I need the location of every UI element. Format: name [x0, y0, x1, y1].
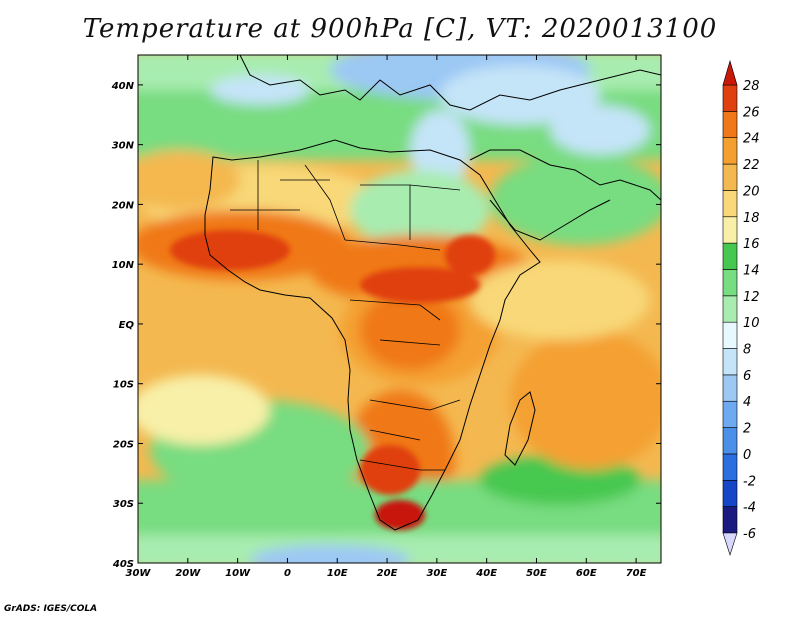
colorbar-segment	[722, 269, 738, 297]
colorbar-segment	[722, 348, 738, 376]
colorbar-segment	[722, 479, 738, 507]
colorbar-segment	[722, 400, 738, 428]
colorbar-label: 24	[743, 132, 760, 147]
lon-label: 20W	[175, 568, 201, 579]
lat-label: 20N	[112, 200, 135, 211]
colorbar-label: 10	[743, 316, 760, 331]
colorbar-segment	[722, 295, 738, 323]
lat-label: EQ	[119, 320, 135, 331]
lat-label: 30S	[113, 499, 134, 510]
lon-label: 20E	[377, 568, 398, 579]
colorbar-label: 20	[743, 184, 760, 199]
lon-label: 30W	[126, 568, 152, 579]
colorbar-segment	[722, 84, 738, 112]
colorbar-label: 14	[743, 263, 760, 278]
colorbar-segment	[722, 137, 738, 165]
map-title: Temperature at 900hPa [C], VT: 202001310…	[82, 14, 718, 44]
colorbar-segment	[722, 111, 738, 139]
colorbar-label: 26	[743, 105, 760, 120]
colorbar-segment	[722, 321, 738, 349]
longitude-axis: 30W 20W 10W 0 10E 20E 30E 40E 50E 60E 70E	[126, 55, 647, 579]
lat-label: 30N	[112, 141, 135, 152]
grads-credit: GrADS: IGES/COLA	[4, 604, 98, 614]
colorbar-segment	[722, 427, 738, 455]
map-frame	[137, 54, 662, 564]
lat-label: 40S	[112, 559, 134, 570]
colorbar-segment	[722, 453, 738, 481]
europe-asia-coastline	[239, 55, 661, 111]
colorbar-segment	[722, 242, 738, 270]
colorbar-segment	[722, 506, 738, 534]
lat-label: 20S	[113, 439, 134, 450]
lon-label: 40E	[475, 568, 497, 579]
temperature-field	[138, 55, 661, 563]
colorbar-label: -2	[743, 474, 756, 489]
lat-label: 40N	[111, 81, 135, 92]
colorbar-segment	[722, 374, 738, 402]
colorbar-label: 2	[743, 422, 751, 437]
colorbar-label: 28	[743, 79, 760, 94]
colorbar-label: 0	[743, 448, 751, 463]
lon-label: 10E	[327, 568, 348, 579]
lat-label: 10S	[113, 380, 134, 391]
lon-label: 50E	[526, 568, 547, 579]
colorbar-label: 12	[743, 290, 760, 305]
latitude-axis: 40N 30N 20N 10N EQ 10S 20S 30S 40S	[111, 81, 661, 570]
lat-label: 10N	[112, 260, 135, 271]
madagascar-coastline	[504, 391, 536, 466]
lon-label: 30E	[426, 568, 447, 579]
colorbar-bottom-arrow	[722, 532, 738, 556]
colorbar-label: 16	[743, 237, 760, 252]
colorbar-segment	[722, 163, 738, 191]
colorbar-segment	[722, 216, 738, 244]
lon-label: 10W	[225, 568, 251, 579]
arabia-south-coastline	[489, 199, 611, 241]
colorbar-segment	[722, 190, 738, 218]
colorbar-label: 6	[743, 369, 751, 384]
colorbar-label: 18	[743, 211, 760, 226]
colorbar-label: 22	[743, 158, 760, 173]
lon-label: 0	[284, 568, 291, 579]
lon-label: 60E	[576, 568, 597, 579]
colorbar-top-arrow	[722, 59, 738, 86]
country-borders	[230, 160, 461, 471]
colorbar-label: 8	[743, 343, 751, 358]
colorbar-label: -4	[743, 501, 756, 516]
arabia-coastline	[469, 149, 661, 201]
lon-label: 70E	[626, 568, 647, 579]
colorbar-label: -6	[743, 527, 756, 542]
colorbar-label: 4	[743, 395, 751, 410]
